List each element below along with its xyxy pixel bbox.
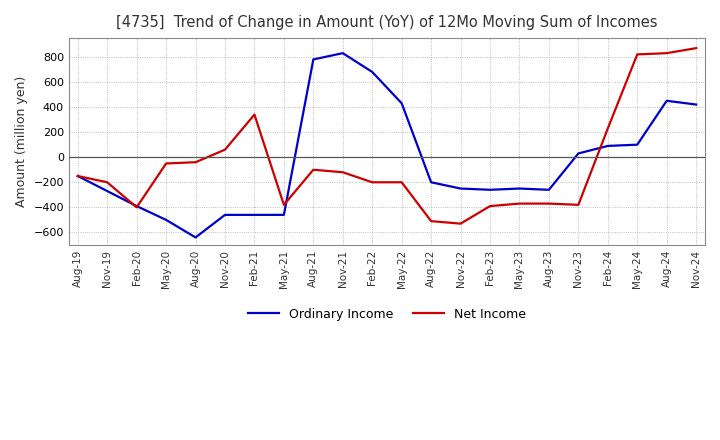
Ordinary Income xyxy=(220,212,229,217)
Y-axis label: Amount (million yen): Amount (million yen) xyxy=(15,76,28,207)
Ordinary Income xyxy=(250,212,258,217)
Ordinary Income xyxy=(192,235,200,240)
Ordinary Income xyxy=(603,143,612,149)
Net Income xyxy=(515,201,523,206)
Net Income xyxy=(633,52,642,57)
Net Income xyxy=(692,45,701,51)
Line: Net Income: Net Income xyxy=(78,48,696,224)
Line: Ordinary Income: Ordinary Income xyxy=(78,53,696,238)
Ordinary Income xyxy=(368,70,377,75)
Ordinary Income xyxy=(338,51,347,56)
Net Income xyxy=(103,180,112,185)
Ordinary Income xyxy=(515,186,523,191)
Net Income xyxy=(162,161,171,166)
Ordinary Income xyxy=(279,212,288,217)
Net Income xyxy=(73,173,82,179)
Net Income xyxy=(250,112,258,117)
Net Income xyxy=(486,203,495,209)
Net Income xyxy=(279,202,288,208)
Ordinary Income xyxy=(132,203,141,209)
Ordinary Income xyxy=(162,217,171,223)
Net Income xyxy=(132,205,141,210)
Ordinary Income xyxy=(309,57,318,62)
Net Income xyxy=(338,169,347,175)
Net Income xyxy=(220,147,229,152)
Net Income xyxy=(397,180,406,185)
Ordinary Income xyxy=(544,187,553,192)
Ordinary Income xyxy=(427,180,436,185)
Net Income xyxy=(192,160,200,165)
Ordinary Income xyxy=(692,102,701,107)
Ordinary Income xyxy=(397,101,406,106)
Net Income xyxy=(662,51,671,56)
Ordinary Income xyxy=(73,173,82,179)
Net Income xyxy=(368,180,377,185)
Ordinary Income xyxy=(574,151,582,156)
Legend: Ordinary Income, Net Income: Ordinary Income, Net Income xyxy=(243,303,531,326)
Ordinary Income xyxy=(662,98,671,103)
Net Income xyxy=(427,219,436,224)
Ordinary Income xyxy=(456,186,465,191)
Ordinary Income xyxy=(486,187,495,192)
Net Income xyxy=(309,167,318,172)
Title: [4735]  Trend of Change in Amount (YoY) of 12Mo Moving Sum of Incomes: [4735] Trend of Change in Amount (YoY) o… xyxy=(116,15,657,30)
Ordinary Income xyxy=(103,188,112,194)
Net Income xyxy=(603,126,612,131)
Ordinary Income xyxy=(633,142,642,147)
Net Income xyxy=(456,221,465,226)
Net Income xyxy=(574,202,582,208)
Net Income xyxy=(544,201,553,206)
